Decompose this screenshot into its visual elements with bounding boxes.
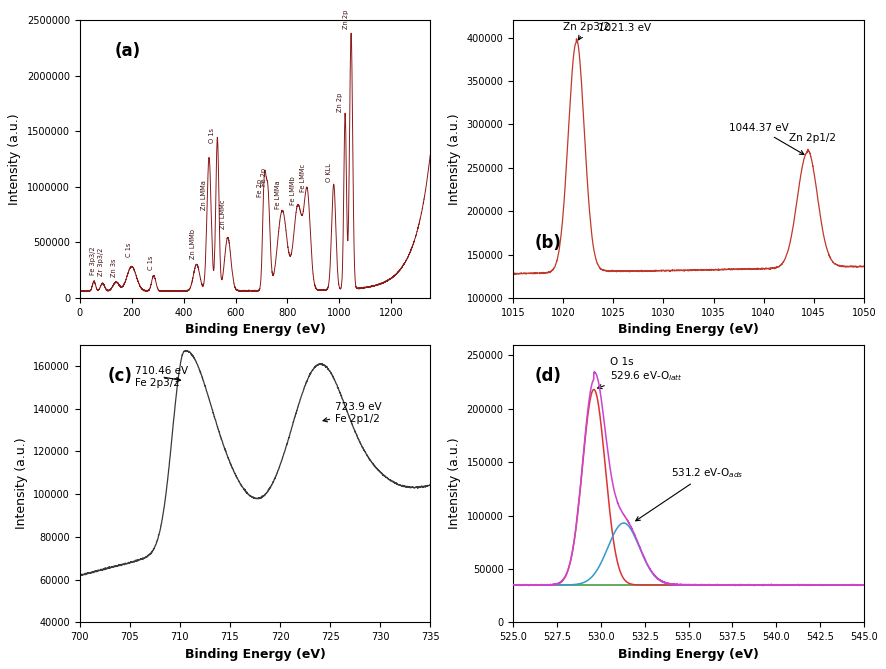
Text: C 1s: C 1s <box>148 256 154 270</box>
X-axis label: Binding Energy (eV): Binding Energy (eV) <box>184 323 325 337</box>
Text: O 1s
529.6 eV-O$_{latt}$: O 1s 529.6 eV-O$_{latt}$ <box>598 357 682 389</box>
Text: C 1s: C 1s <box>126 242 131 257</box>
Text: 710.46 eV
Fe 2p3/2: 710.46 eV Fe 2p3/2 <box>135 366 188 387</box>
Y-axis label: Intensity (a.u.): Intensity (a.u.) <box>448 113 461 205</box>
Text: 1021.3 eV: 1021.3 eV <box>598 23 651 33</box>
Text: Fe 2p: Fe 2p <box>257 179 262 197</box>
Text: (a): (a) <box>115 42 141 60</box>
Text: Zn 2p: Zn 2p <box>338 93 343 112</box>
Text: Fe LMMb: Fe LMMb <box>291 176 296 205</box>
Text: Fe LMMa: Fe LMMa <box>275 181 281 209</box>
Text: Zr 3p3/2: Zr 3p3/2 <box>98 248 104 276</box>
Text: (b): (b) <box>534 234 561 252</box>
Text: Zn LMMa: Zn LMMa <box>201 181 206 210</box>
Text: Zn 2p3/2: Zn 2p3/2 <box>563 21 610 40</box>
Text: Zn LMMb: Zn LMMb <box>190 229 197 258</box>
Y-axis label: Intensity (a.u.): Intensity (a.u.) <box>448 438 461 529</box>
Text: O KLL: O KLL <box>325 163 331 183</box>
X-axis label: Binding Energy (eV): Binding Energy (eV) <box>618 323 759 337</box>
Text: Fe 3p3/2: Fe 3p3/2 <box>90 246 97 275</box>
X-axis label: Binding Energy (eV): Binding Energy (eV) <box>618 648 759 661</box>
Text: (c): (c) <box>108 367 133 385</box>
Text: Zn 2p1/2: Zn 2p1/2 <box>789 134 835 143</box>
Text: Zn 3s: Zn 3s <box>111 258 117 277</box>
Text: (d): (d) <box>534 367 561 385</box>
X-axis label: Binding Energy (eV): Binding Energy (eV) <box>184 648 325 661</box>
Text: 1044.37 eV: 1044.37 eV <box>728 123 804 155</box>
Text: O 1s: O 1s <box>209 128 215 143</box>
Y-axis label: Intensity (a.u.): Intensity (a.u.) <box>8 113 21 205</box>
Text: Fe LMMc: Fe LMMc <box>299 165 306 193</box>
Y-axis label: Intensity (a.u.): Intensity (a.u.) <box>14 438 27 529</box>
Text: Zn LMMc: Zn LMMc <box>220 200 226 229</box>
Text: Fe 2p: Fe 2p <box>261 168 267 186</box>
Text: 531.2 eV-O$_{ads}$: 531.2 eV-O$_{ads}$ <box>636 466 743 520</box>
Text: 723.9 eV
Fe 2p1/2: 723.9 eV Fe 2p1/2 <box>323 402 382 424</box>
Text: Zn 2p: Zn 2p <box>344 10 349 29</box>
